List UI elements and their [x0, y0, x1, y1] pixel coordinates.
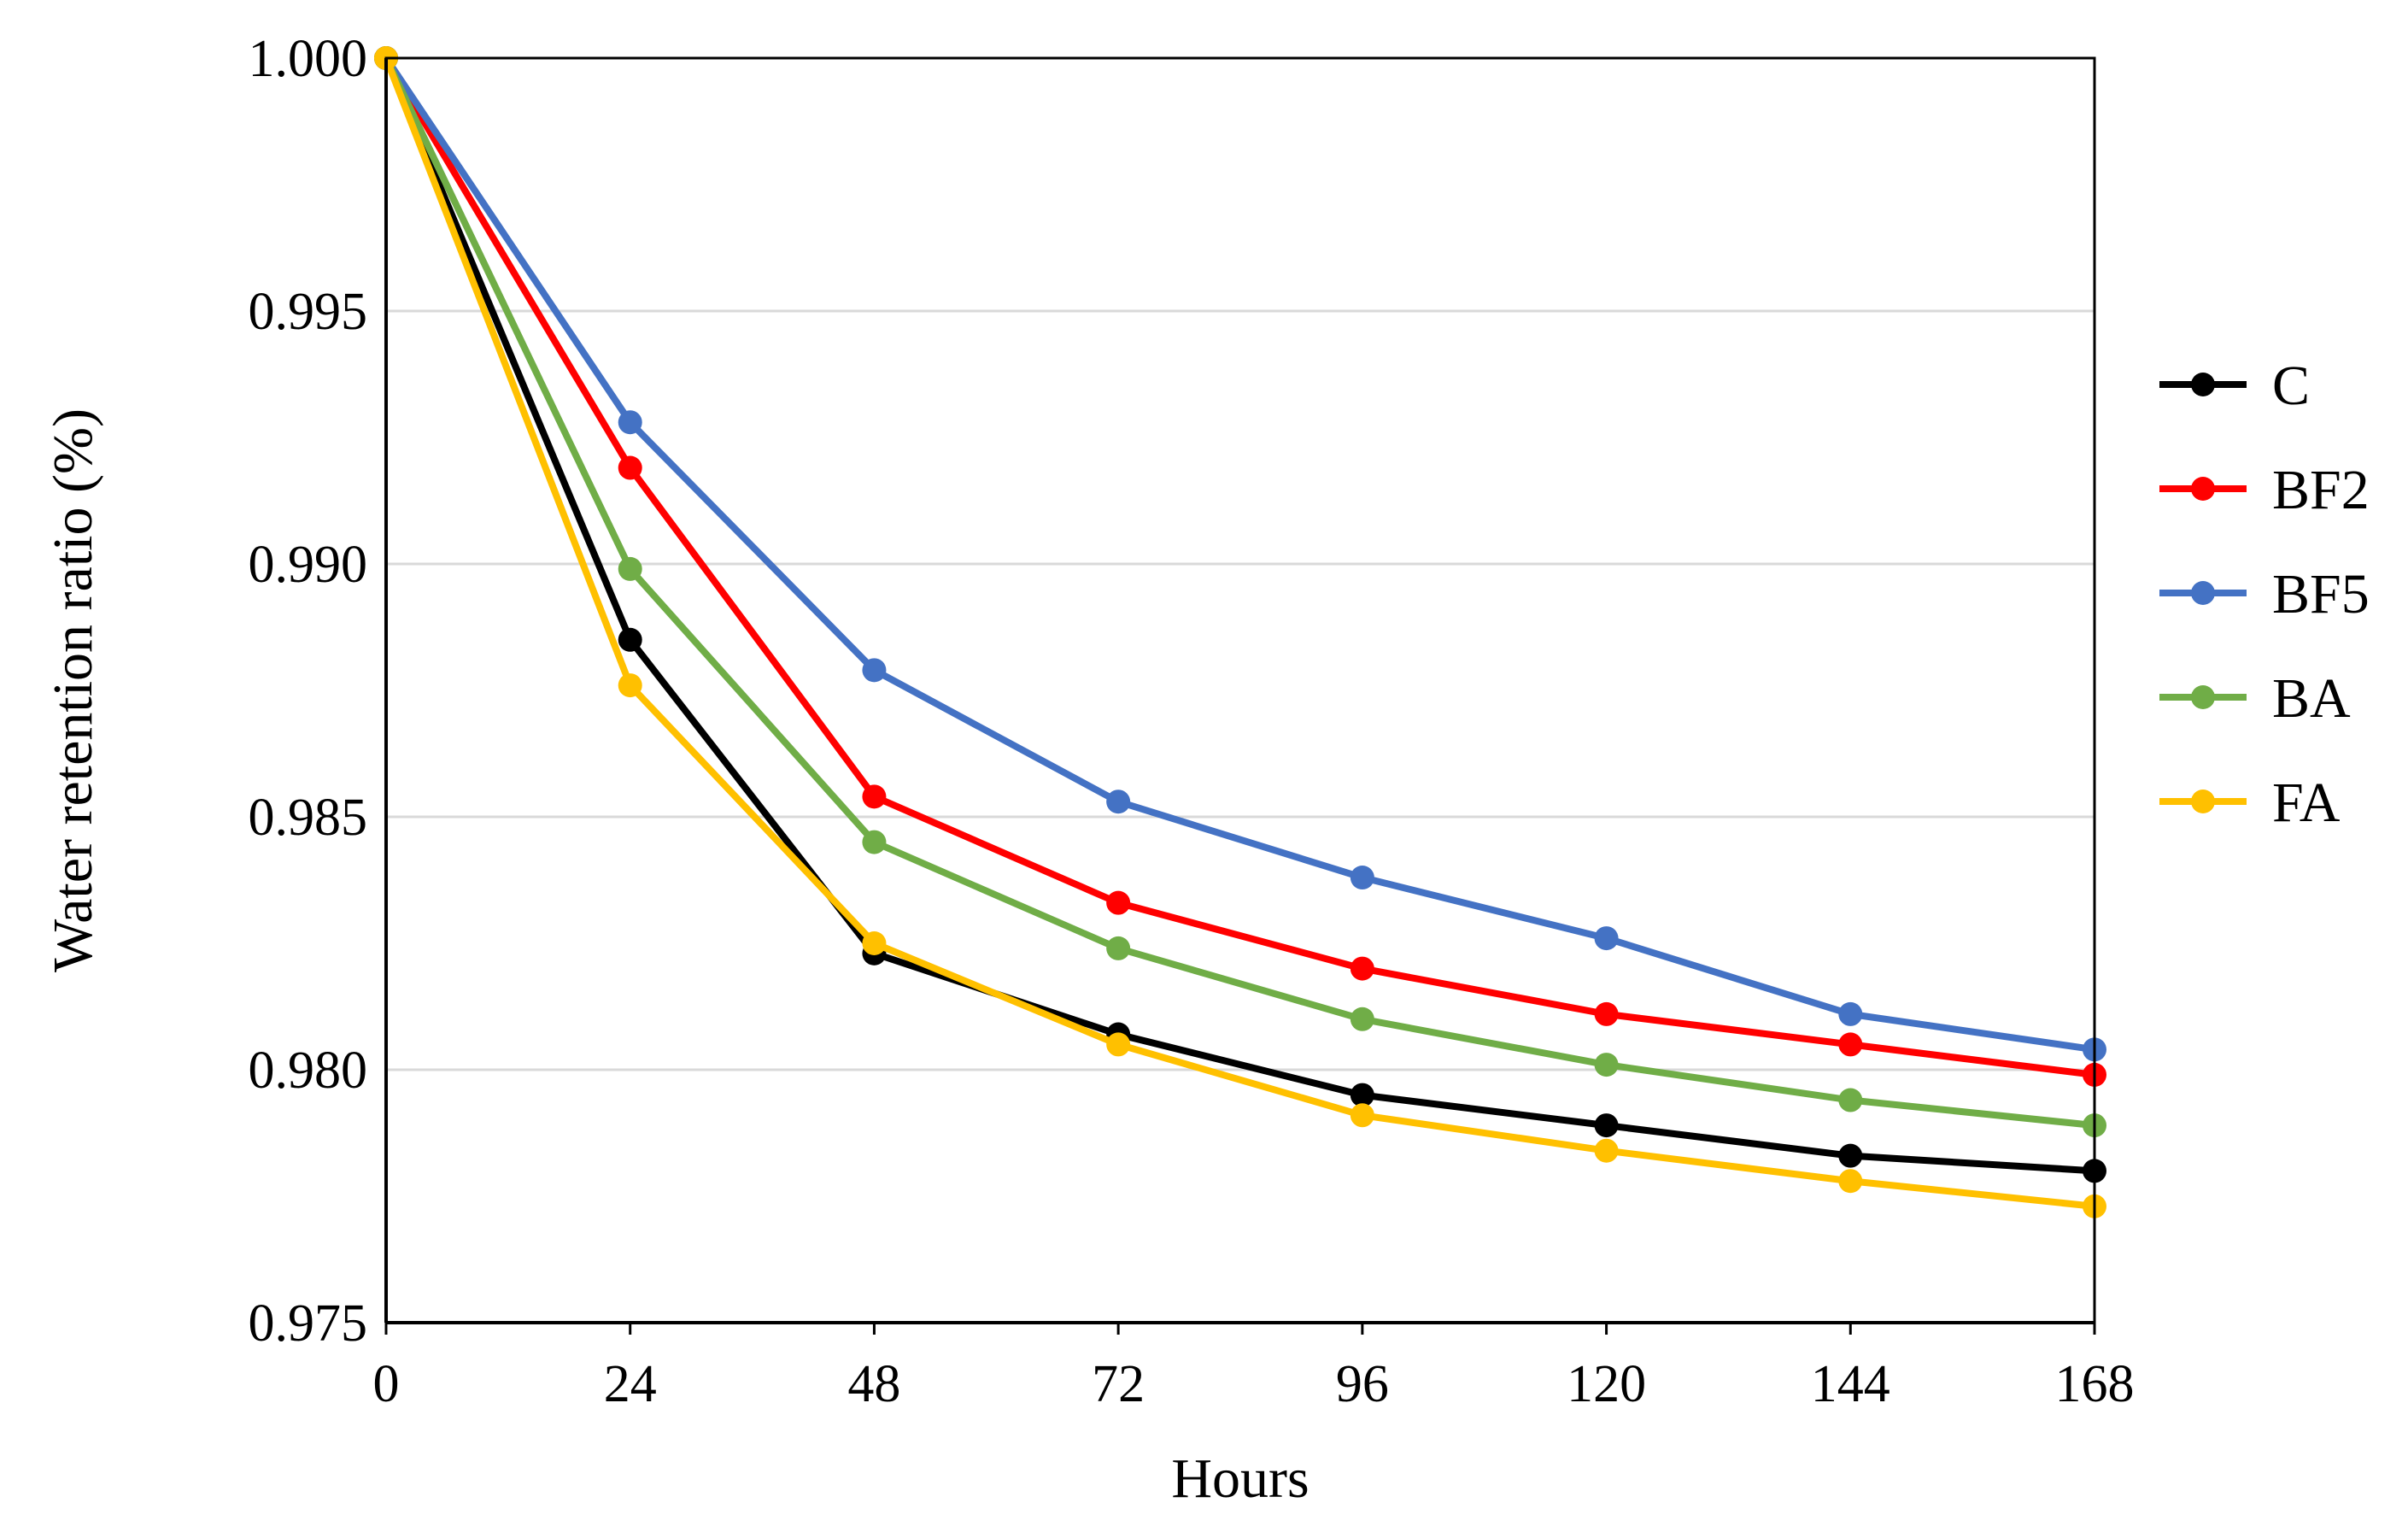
series-ba [374, 46, 2106, 1138]
series-line [383, 56, 2095, 1175]
data-point [1106, 890, 1131, 915]
legend-item: C [2159, 355, 2310, 417]
series-fa [374, 46, 2106, 1218]
y-tick-label: 0.990 [249, 536, 368, 594]
data-point [1838, 1143, 1863, 1168]
y-axis-title: Water retention ratio (%) [42, 408, 104, 972]
data-point [1350, 1103, 1374, 1128]
legend-label: BF2 [2272, 459, 2370, 521]
y-tick-label: 1.000 [249, 30, 368, 88]
data-point [1106, 789, 1131, 814]
legend-label: C [2272, 355, 2310, 417]
data-point [1838, 1001, 1863, 1026]
data-point [1594, 1113, 1619, 1138]
x-tick-label: 24 [604, 1355, 657, 1413]
data-point [618, 627, 642, 652]
data-point [618, 673, 642, 698]
data-point [1350, 1083, 1374, 1107]
legend-item: BF2 [2159, 459, 2370, 521]
legend-label: FA [2272, 772, 2341, 834]
x-tick-label: 168 [2055, 1355, 2135, 1413]
legend-item: FA [2159, 772, 2341, 834]
data-point [1350, 866, 1374, 890]
tick-labels: 0.975 0.980 0.985 0.990 0.995 1.000 0 24 48 72 96 1… [249, 30, 2135, 1413]
y-tick-label: 0.985 [249, 789, 368, 847]
legend-swatch-marker [2191, 477, 2215, 501]
y-tick-label: 0.995 [249, 283, 368, 341]
series-line [383, 56, 2095, 1078]
data-point [1106, 1032, 1131, 1057]
data-point [862, 931, 887, 955]
series-line [383, 56, 2095, 1130]
data-point [1838, 1032, 1863, 1057]
data-point [1838, 1088, 1863, 1112]
data-point [862, 784, 887, 809]
x-tick-label: 120 [1567, 1355, 1646, 1413]
x-tick-label: 48 [847, 1355, 900, 1413]
x-tick-label: 72 [1092, 1355, 1145, 1413]
x-tick-label: 0 [373, 1355, 400, 1413]
data-point [618, 410, 642, 435]
data-point [1594, 1053, 1619, 1077]
axes [384, 56, 2096, 1335]
legend-label: BA [2272, 667, 2351, 730]
gridlines [386, 56, 2095, 1071]
legend-item: BA [2159, 667, 2351, 730]
data-point [618, 455, 642, 480]
data-point [1106, 936, 1131, 960]
series-group [374, 46, 2106, 1218]
legend-swatch-marker [2191, 685, 2215, 709]
legend: C BF2 BF5 BA FA [2159, 355, 2370, 834]
x-tick-label: 96 [1336, 1355, 1389, 1413]
series-line [383, 56, 2095, 1054]
legend-swatch-marker [2191, 789, 2215, 813]
legend-item: BF5 [2159, 563, 2370, 625]
legend-swatch-marker [2191, 581, 2215, 605]
data-point [1350, 1007, 1374, 1031]
data-point [1594, 1138, 1619, 1163]
x-tick-label: 144 [1811, 1355, 1890, 1413]
data-point [1350, 956, 1374, 981]
y-tick-label: 0.980 [249, 1042, 368, 1100]
series-line [383, 56, 2095, 1210]
data-point [862, 658, 887, 683]
y-tick-label: 0.975 [249, 1294, 368, 1353]
legend-label: BF5 [2272, 563, 2370, 625]
x-axis-title: Hours [1171, 1447, 1309, 1510]
legend-swatch-marker [2191, 373, 2215, 396]
data-point [618, 556, 642, 581]
data-point [1594, 1001, 1619, 1026]
data-point [1838, 1169, 1863, 1194]
data-point [862, 830, 887, 854]
data-point [1594, 926, 1619, 951]
